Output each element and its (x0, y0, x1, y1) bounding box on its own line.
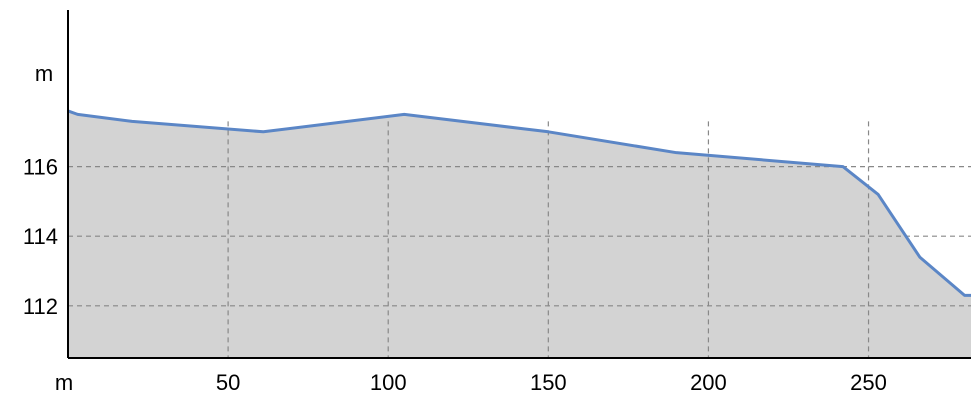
grid-layer (68, 121, 971, 358)
x-axis-unit-label: m (55, 370, 73, 395)
y-tick-label-112: 112 (23, 294, 58, 319)
axis-layer (67, 10, 971, 359)
tick-label-layer: m 50 100 150 200 250 m 112 114 116 (23, 61, 887, 395)
x-tick-label-150: 150 (530, 370, 567, 395)
series-line-layer (67, 109, 971, 297)
y-tick-label-116: 116 (23, 155, 58, 180)
y-axis-unit-label: m (35, 61, 53, 86)
area-fill-layer (68, 110, 971, 358)
x-tick-label-100: 100 (370, 370, 407, 395)
elevation-line (67, 109, 971, 297)
elevation-area (68, 110, 971, 358)
x-tick-label-250: 250 (850, 370, 887, 395)
y-tick-label-114: 114 (23, 224, 58, 249)
x-tick-label-200: 200 (690, 370, 727, 395)
x-tick-label-50: 50 (216, 370, 240, 395)
